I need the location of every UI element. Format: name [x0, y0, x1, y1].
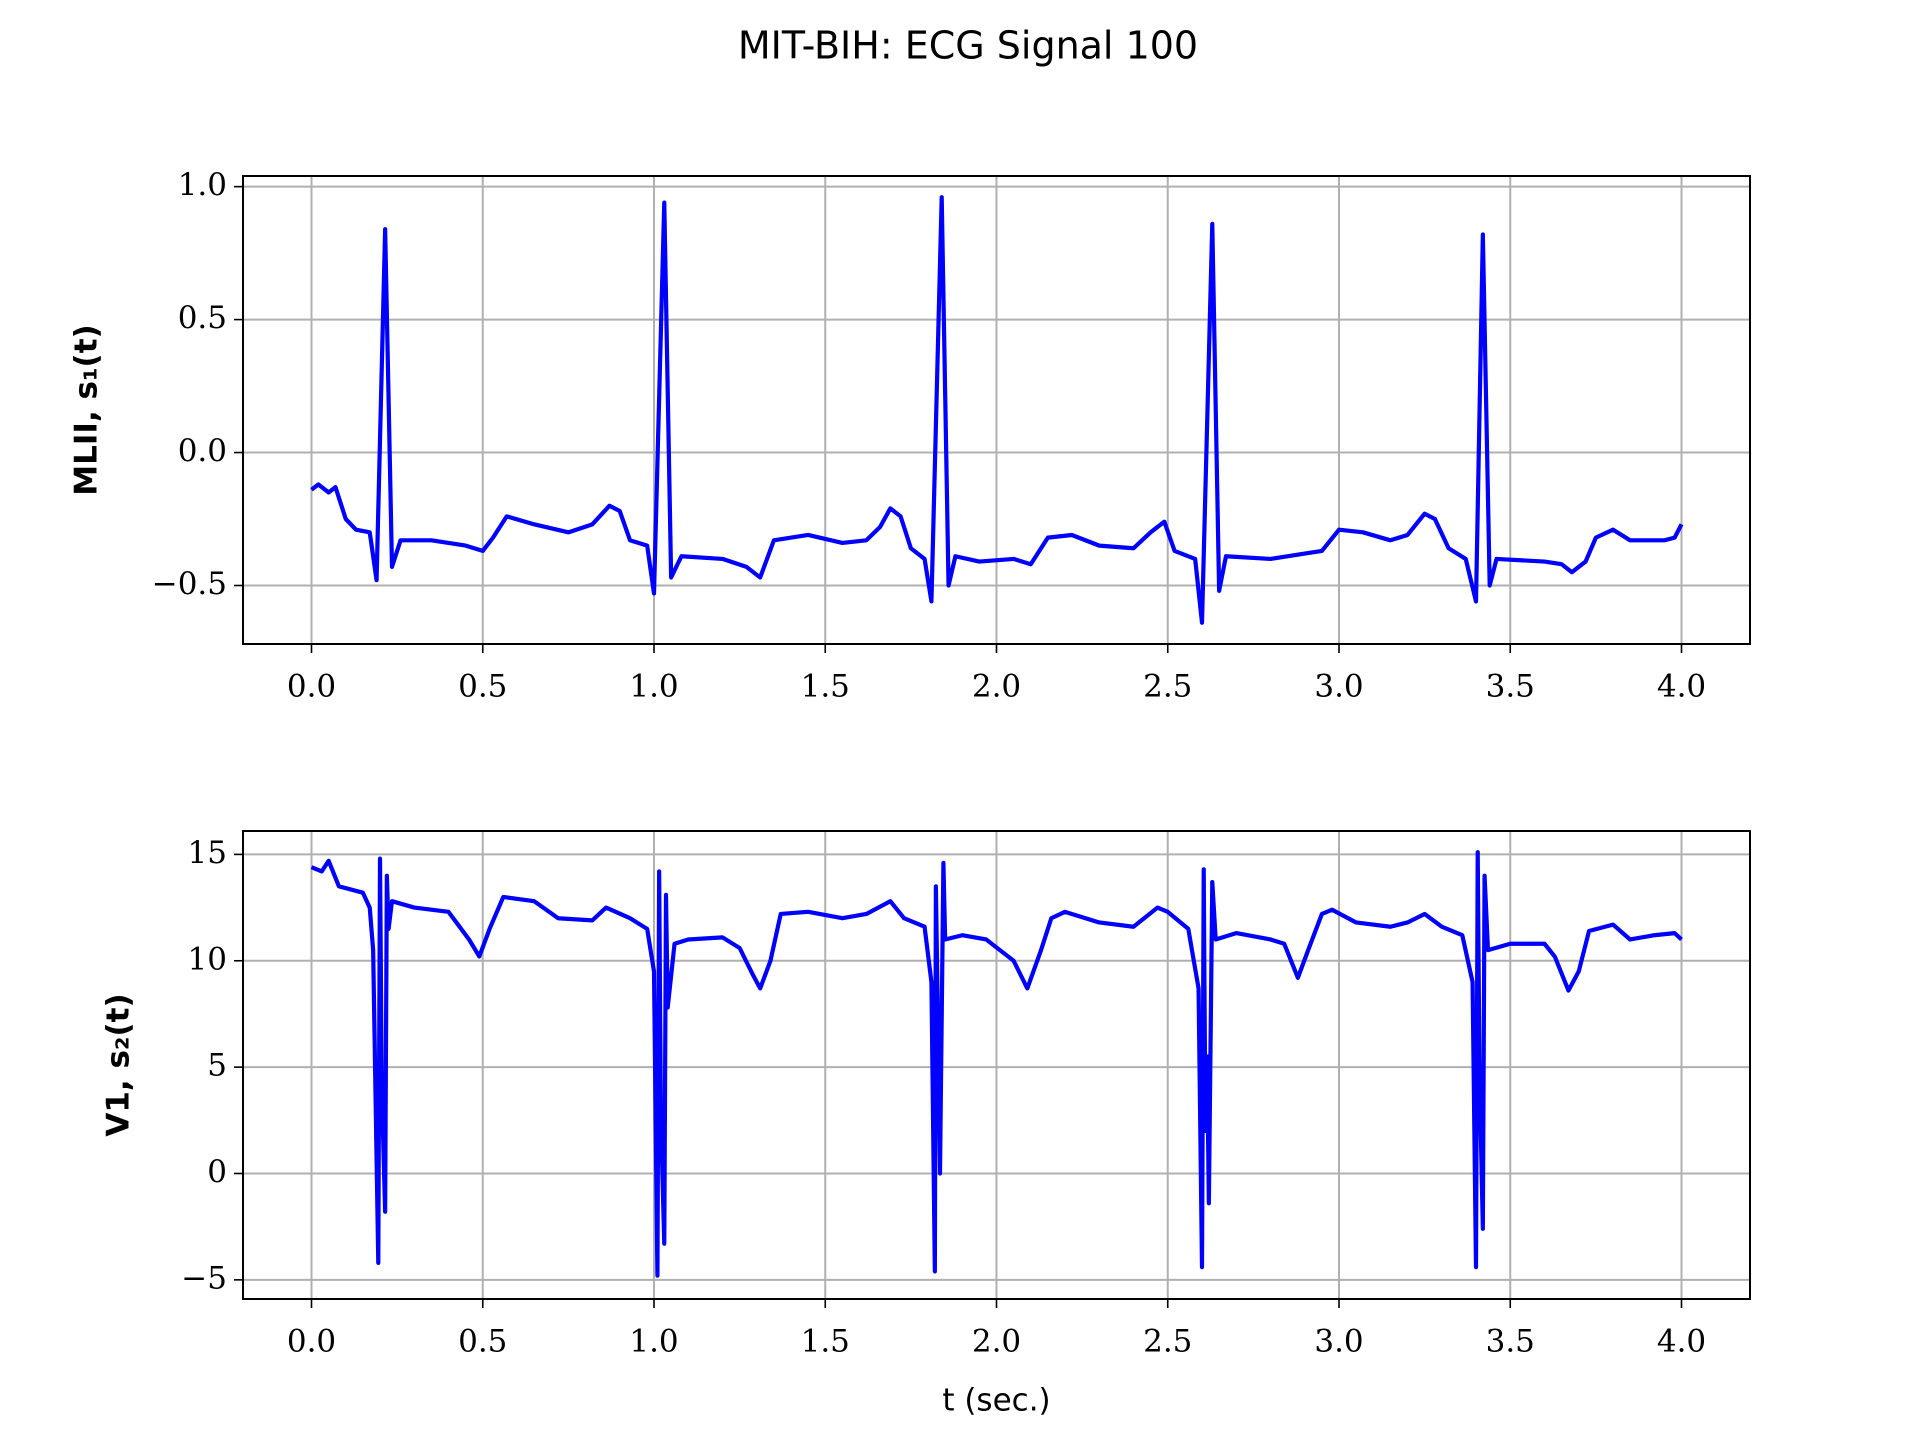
ecg-line [310, 195, 1684, 625]
x-tick-label: 3.0 [1314, 1324, 1363, 1360]
y-tick-label: 5 [207, 1048, 227, 1084]
x-tick-label: 3.0 [1314, 669, 1363, 705]
y-tick-label: 0.0 [178, 433, 227, 469]
y-tick-label: −0.5 [152, 566, 227, 602]
x-tick-label: 2.0 [972, 669, 1021, 705]
ecg-line [310, 850, 1683, 1278]
x-tick-label: 4.0 [1657, 669, 1706, 705]
x-tick-label: 2.0 [972, 1324, 1021, 1360]
y-tick-label: 0.5 [178, 300, 227, 336]
x-tick-label: 3.5 [1486, 1324, 1535, 1360]
x-tick-label: 0.0 [287, 1324, 336, 1360]
x-tick-label: 1.5 [801, 1324, 850, 1360]
y-tick-label: 10 [188, 941, 227, 977]
x-tick-label: 0.5 [458, 669, 507, 705]
x-tick-label: 1.5 [801, 669, 850, 705]
x-tick-label: 1.0 [629, 669, 678, 705]
y-axis-label: V1, s₂(t) [101, 993, 137, 1136]
y-axis-label: MLII, s₁(t) [69, 324, 105, 495]
y-tick-label: −5 [181, 1260, 227, 1296]
x-tick-label: 2.5 [1143, 1324, 1192, 1360]
x-tick-label: 0.5 [458, 1324, 507, 1360]
x-axis-label: t (sec.) [942, 1383, 1050, 1419]
axes-frame [242, 830, 1751, 1300]
y-tick-label: 15 [188, 835, 227, 871]
x-tick-label: 2.5 [1143, 669, 1192, 705]
x-tick-label: 4.0 [1657, 1324, 1706, 1360]
y-tick-label: 0 [207, 1154, 227, 1190]
x-tick-label: 0.0 [287, 669, 336, 705]
figure-title: MIT-BIH: ECG Signal 100 [738, 24, 1198, 68]
axes-frame [242, 175, 1751, 645]
y-tick-label: 1.0 [178, 167, 227, 203]
x-tick-label: 1.0 [629, 1324, 678, 1360]
x-tick-label: 3.5 [1486, 669, 1535, 705]
